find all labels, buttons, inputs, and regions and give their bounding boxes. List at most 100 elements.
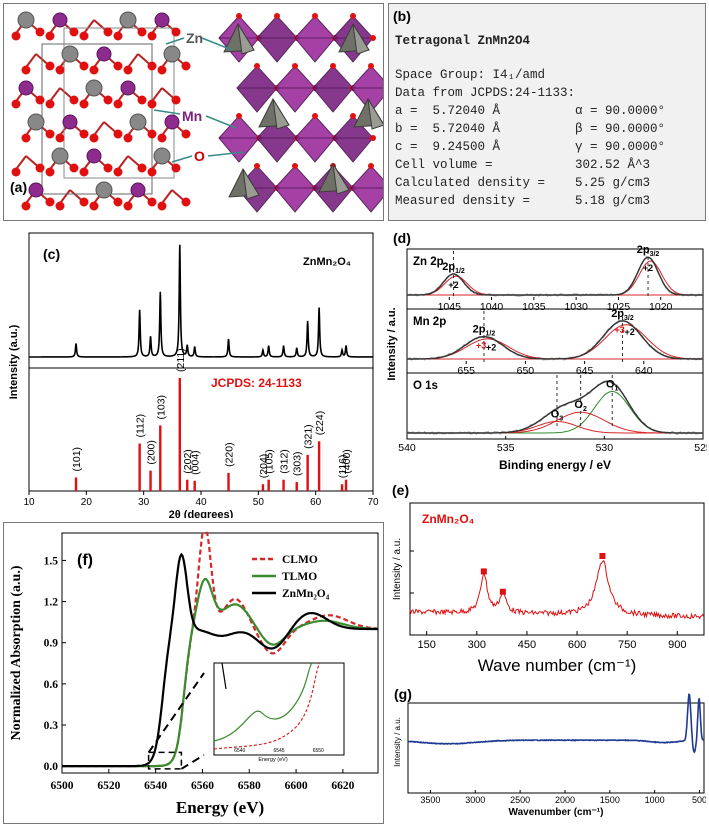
o-atom xyxy=(368,163,374,169)
o-atom xyxy=(21,201,31,211)
x-tick-label: 645 xyxy=(576,365,594,377)
x-tick-label: 6580 xyxy=(238,780,261,792)
zn-atom xyxy=(153,147,171,165)
ftir-chart: (g) 3500 3000 2500 2000 1500 1000 500 Wavenumber… xyxy=(393,686,706,818)
x-tick-label: 540 xyxy=(398,442,416,454)
x-tick-label: 640 xyxy=(635,365,653,377)
plot-frame xyxy=(409,502,705,636)
panel-b: (b) Tetragonal ZnMn2O4 Space Group: I4₁/… xyxy=(388,3,706,221)
cell-parameter-line: Cell volume = 302.52 Å^3 xyxy=(395,158,651,172)
cell-title: Tetragonal ZnMn2O4 xyxy=(395,34,531,48)
peak-label-sub: 2 xyxy=(583,406,587,413)
reference-bar xyxy=(178,378,181,491)
reference-bar xyxy=(344,479,348,491)
o-atom xyxy=(89,201,99,211)
zn-tetrahedron xyxy=(237,23,255,55)
o-atom xyxy=(137,95,147,105)
reference-bar xyxy=(193,480,196,491)
o-atom xyxy=(55,201,65,211)
y-tick-label: 0.6 xyxy=(44,679,59,691)
o-atom xyxy=(11,99,21,109)
x-tick-label: 450 xyxy=(518,639,536,651)
legend-label: CLMO xyxy=(282,554,318,566)
mn-atom xyxy=(18,80,34,96)
o-atom xyxy=(350,13,356,19)
zn-label: Zn xyxy=(186,30,204,46)
hkl-label: (004) xyxy=(190,450,202,475)
y-tick-label: 1.5 xyxy=(44,555,59,567)
peak-label: 2p1/2 xyxy=(473,324,496,338)
o-atom xyxy=(113,99,123,109)
o-atom xyxy=(330,63,336,69)
oxidation-state: +2 xyxy=(624,327,634,337)
reference-bar xyxy=(227,472,230,491)
o-atom xyxy=(171,95,181,105)
panel-a-label: (a) xyxy=(10,179,28,195)
o-atom xyxy=(368,63,374,69)
inset-frame xyxy=(213,662,345,756)
x-tick-label: 655 xyxy=(457,365,475,377)
zn-arrow xyxy=(201,37,233,51)
oxidation-state: +3 xyxy=(614,325,624,335)
cell-parameter-line: c = 9.24500 Å γ = 90.0000° xyxy=(395,140,666,154)
y-axis-label: Intensity / a.u. xyxy=(386,307,398,380)
x-axis-label: Energy (eV) xyxy=(176,798,264,817)
xanes-chart: (f) CLMO TLMO ZnMn₂O₄ 6540 6545 6550 Energy (eV… xyxy=(9,531,379,817)
panel-label: (f) xyxy=(77,552,93,569)
o-atom xyxy=(181,61,191,71)
o-atom xyxy=(45,99,55,109)
peak-label-sub: 1/2 xyxy=(455,268,465,275)
mn-octahedron xyxy=(274,65,316,113)
reference-bar xyxy=(267,479,270,491)
cell-parameter-line: Measured density = 5.18 g/cm3 xyxy=(395,194,651,208)
hkl-label: (204) xyxy=(258,454,270,479)
y-axis-label: Intensity / a.u. xyxy=(392,538,403,600)
inset-tick-label: 6550 xyxy=(313,748,324,754)
y-axis-label: Intensity (a.u.) xyxy=(8,324,20,399)
x-tick-label: 1035 xyxy=(522,301,546,313)
x-tick-label: 20 xyxy=(81,497,93,508)
xrd-chart: (c) ZnMn₂O₄ JCPDS: 24-1133 (101) (112) (200) (… xyxy=(8,232,379,518)
y-tick-label: 0.9 xyxy=(44,638,59,650)
oxidation-state: +2 xyxy=(486,343,496,353)
o-atom xyxy=(79,197,89,207)
x-tick-label: 6600 xyxy=(285,780,308,792)
subpanel-name: Zn 2p xyxy=(413,256,444,268)
peak-label: O3 xyxy=(551,408,564,422)
o-atom xyxy=(79,61,89,71)
inset-series-line xyxy=(221,662,227,690)
crystal-structure-figure xyxy=(11,11,383,213)
o-atom xyxy=(45,129,55,139)
x-tick-label: 1500 xyxy=(600,795,620,805)
o-atom xyxy=(254,63,260,69)
cell-parameter-line: Data from JCPDS:24-1133: xyxy=(395,86,576,100)
hkl-label: (101) xyxy=(71,447,83,472)
mn-octahedron xyxy=(312,65,354,113)
o-atom xyxy=(21,65,31,75)
hkl-label: (224) xyxy=(314,411,326,436)
o-arrow xyxy=(207,151,245,157)
o-atom xyxy=(69,95,79,105)
o-atom xyxy=(45,167,55,177)
peak-marker xyxy=(499,588,506,595)
o-atom xyxy=(21,133,31,143)
mn-octahedron xyxy=(294,115,336,163)
hkl-label: (116) xyxy=(337,454,349,478)
panel-c: (c) ZnMn₂O₄ JCPDS: 24-1133 (101) (112) (200) (… xyxy=(3,229,384,518)
hkl-label: (202) xyxy=(182,449,194,474)
o-atom xyxy=(113,197,123,207)
panel-label: (d) xyxy=(393,230,411,246)
x-tick-label: 900 xyxy=(668,639,686,651)
peak-label-sub: 3/2 xyxy=(624,315,634,322)
o-atom xyxy=(79,99,89,109)
hkl-label: (112) xyxy=(135,414,147,438)
mn-atom xyxy=(62,114,78,130)
y-tick-label: 0.0 xyxy=(44,761,59,773)
panel-f: (f) CLMO TLMO ZnMn₂O₄ 6540 6545 6550 Energy (eV… xyxy=(3,522,384,824)
zn-atom xyxy=(163,45,181,63)
cell-parameter-line: b = 5.72040 Å β = 90.0000° xyxy=(395,122,666,136)
x-tick-label: 3000 xyxy=(465,795,485,805)
oxidation-state: +2 xyxy=(643,263,653,273)
mn-atom xyxy=(154,12,170,28)
